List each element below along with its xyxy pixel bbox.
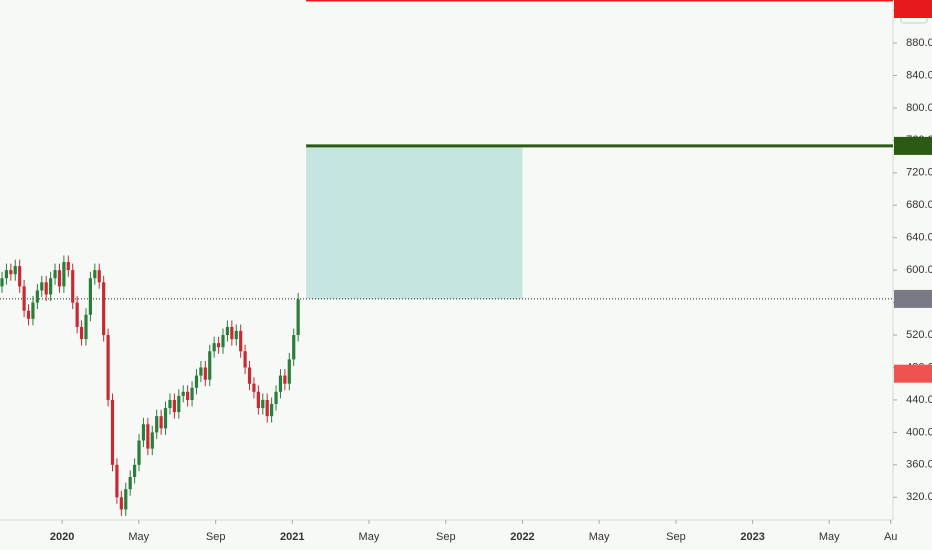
candle-body: [57, 270, 62, 287]
candle-body: [88, 278, 92, 315]
x-tick-label: 2021: [280, 531, 304, 543]
y-tick-label: 840.00: [906, 69, 932, 81]
candle-body: [221, 335, 225, 348]
candle-body: [287, 359, 291, 384]
y-tick-label: 680.00: [906, 199, 932, 211]
candle-body: [208, 351, 212, 380]
candle-body: [265, 399, 269, 417]
candle-body: [102, 282, 106, 336]
candle-body: [261, 399, 265, 409]
candle-body: [225, 326, 230, 336]
candle-body: [252, 383, 256, 392]
x-tick-label: Au: [884, 531, 897, 543]
x-tick-label: May: [819, 531, 840, 543]
candle-body: [84, 314, 88, 340]
candle-body: [239, 330, 243, 352]
x-tick-label: Sep: [436, 531, 456, 543]
y-tick-label: 440.00: [906, 394, 932, 406]
candle-body: [168, 399, 172, 409]
candle-body: [133, 464, 137, 478]
x-tick-label: May: [359, 531, 380, 543]
candle-body: [256, 391, 260, 409]
x-tick-label: 2023: [740, 531, 764, 543]
x-tick-label: Sep: [666, 531, 686, 543]
candle-body: [247, 367, 252, 384]
candle-body: [31, 302, 35, 319]
candle-body: [124, 489, 128, 510]
price-badge: [894, 136, 932, 155]
profit-zone: [306, 145, 523, 299]
candle-body: [216, 343, 221, 348]
candle-body: [203, 367, 207, 380]
candle-body: [97, 270, 101, 283]
candle-body: [159, 416, 163, 429]
price-badge: [894, 289, 932, 308]
y-tick-label: 880.00: [906, 37, 932, 49]
candle-body: [71, 270, 75, 303]
candle-body: [18, 266, 22, 287]
candle-body: [128, 477, 132, 490]
candle-body: [22, 286, 26, 311]
candle-body: [53, 270, 57, 279]
candle-body: [194, 375, 199, 388]
candle-body: [278, 375, 283, 392]
candle-body: [186, 391, 190, 400]
candle-body: [4, 270, 9, 279]
candle-body: [199, 367, 203, 376]
candle-body: [181, 391, 185, 396]
candle-body: [44, 282, 48, 295]
x-tick-label: May: [128, 531, 149, 543]
candle-body: [26, 310, 31, 319]
y-tick-label: 600.00: [906, 264, 932, 276]
y-tick-label: 400.00: [906, 426, 932, 438]
candle-body: [296, 299, 300, 336]
candle-body: [9, 270, 13, 275]
candle-body: [243, 351, 247, 368]
candle-body: [177, 395, 181, 413]
candle-body: [137, 440, 141, 465]
candle-body: [40, 282, 44, 291]
y-tick-label: 800.00: [906, 102, 932, 114]
x-tick-label: 2022: [510, 531, 534, 543]
candle-body: [13, 266, 17, 275]
candle-body: [79, 326, 84, 340]
y-tick-label: 640.00: [906, 232, 932, 244]
x-tick-label: 2020: [50, 531, 74, 543]
candle-body: [93, 270, 97, 279]
candle-body: [119, 497, 123, 510]
x-tick-label: May: [589, 531, 610, 543]
candle-body: [155, 416, 159, 433]
y-tick-label: 720.00: [906, 167, 932, 179]
candle-body: [62, 262, 66, 287]
candle-body: [190, 387, 194, 400]
y-tick-label: 360.00: [906, 459, 932, 471]
candle-body: [230, 326, 234, 340]
candle-body: [163, 408, 168, 429]
candle-body: [283, 375, 287, 384]
candle-body: [75, 302, 79, 327]
candle-body: [115, 464, 119, 498]
candle-body: [234, 330, 238, 340]
candle-body: [35, 290, 39, 303]
y-tick-label: 320.00: [906, 491, 932, 503]
y-tick-label: 520.00: [906, 329, 932, 341]
candle-body: [49, 278, 53, 295]
candle-body: [0, 278, 4, 287]
candle-body: [274, 391, 278, 404]
price-badge: [894, 364, 932, 383]
x-tick-label: Sep: [206, 531, 226, 543]
candle-body: [212, 343, 216, 352]
candle-body: [150, 432, 154, 449]
candle-body: [66, 262, 70, 271]
candle-body: [146, 424, 150, 449]
price-badge: [894, 0, 932, 18]
candle-body: [292, 335, 296, 360]
candle-body: [106, 335, 110, 400]
candle-body: [270, 403, 274, 417]
candle-body: [141, 424, 146, 441]
candle-body: [172, 399, 176, 413]
candle-body: [110, 399, 115, 465]
